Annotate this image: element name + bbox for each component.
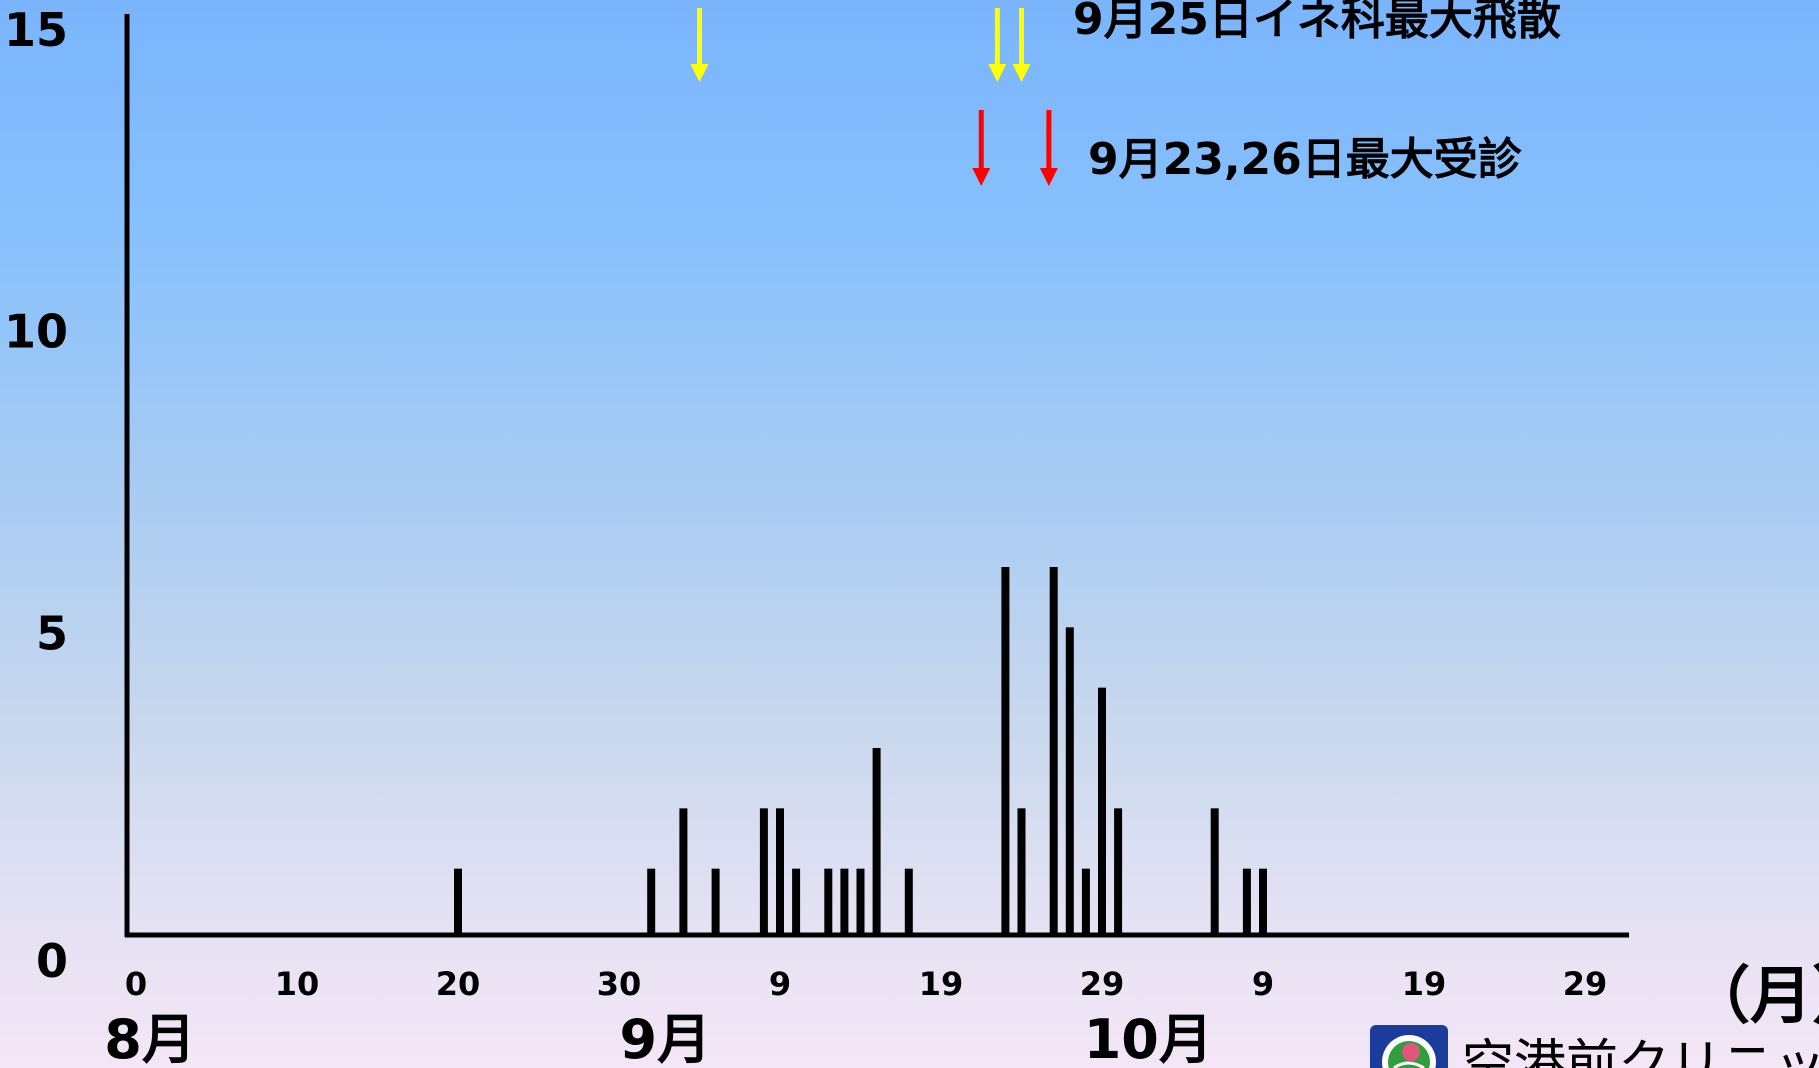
bar: [1259, 868, 1267, 935]
bar: [1001, 567, 1010, 935]
bar: [647, 868, 656, 935]
y-tick-labels: 0 5 10 15: [4, 3, 68, 988]
axes-group: [124, 14, 1629, 938]
y-tick-label: 0: [36, 934, 68, 988]
bar: [454, 868, 462, 935]
bar: [1017, 808, 1026, 935]
bar: [904, 868, 913, 935]
red-arrow: [1039, 110, 1058, 186]
bar: [872, 748, 881, 935]
annotation-max-visits: 9月23,26日最大受診: [1088, 134, 1523, 185]
x-tick-label: 19: [1402, 965, 1447, 1003]
month-label: 8月: [104, 1008, 196, 1068]
x-tick-label: 29: [1563, 965, 1608, 1003]
x-tick-label: 19: [919, 965, 964, 1003]
bar: [1081, 868, 1090, 935]
y-tick-label: 10: [4, 305, 68, 359]
x-tick-label: 30: [597, 965, 642, 1003]
bar: [1049, 567, 1058, 935]
bar: [679, 808, 688, 935]
annotation-arrows: [690, 8, 1058, 186]
x-tick-label: 0: [125, 965, 147, 1003]
bar: [711, 868, 720, 935]
month-labels: 8月 9月 10月: [104, 1008, 1213, 1068]
month-label: 10月: [1084, 1008, 1213, 1068]
bar: [840, 868, 849, 935]
clinic-logo-icon: [1370, 1025, 1448, 1068]
month-label: 9月: [620, 1008, 712, 1068]
annotation-max-dispersal: 9月25日イネ科最大飛散: [1073, 0, 1561, 45]
x-tick-labels: 0 10 20 30 9 19 29 9 19 29: [125, 965, 1607, 1003]
bar: [1065, 627, 1074, 935]
bar: [776, 808, 784, 935]
bars-group: [454, 567, 1267, 935]
clinic-name: 空港前クリニック: [1462, 1035, 1819, 1068]
x-tick-label: 29: [1080, 965, 1125, 1003]
bar: [1098, 687, 1106, 935]
bar: [792, 868, 801, 935]
yellow-arrow: [1012, 8, 1031, 82]
x-tick-label: 9: [1252, 965, 1274, 1003]
x-tick-label: 20: [436, 965, 481, 1003]
red-arrow: [972, 110, 991, 186]
bar: [1114, 808, 1123, 935]
y-tick-label: 15: [4, 3, 68, 57]
bar: [1210, 808, 1219, 935]
yellow-arrow: [690, 8, 709, 82]
bar: [824, 868, 833, 935]
bar: [1242, 868, 1251, 935]
bar: [759, 808, 768, 935]
unit-label: （月）: [1688, 959, 1819, 1032]
bar: [856, 868, 865, 935]
x-tick-label: 10: [275, 965, 320, 1003]
yellow-arrow: [988, 8, 1007, 82]
x-tick-label: 9: [769, 965, 791, 1003]
y-tick-label: 5: [36, 606, 68, 660]
